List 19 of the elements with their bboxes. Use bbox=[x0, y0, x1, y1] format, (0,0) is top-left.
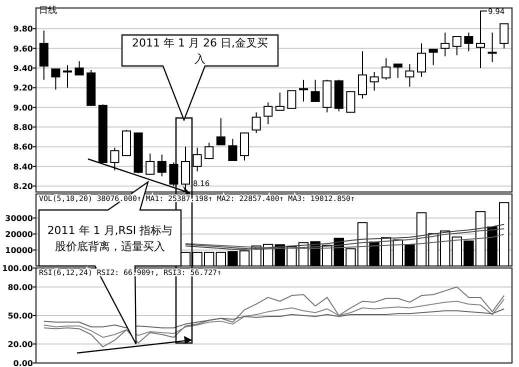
y-tick-label: 9.00 bbox=[13, 103, 34, 112]
y-tick-label: 30000 bbox=[5, 214, 34, 223]
y-tick-label: 20000 bbox=[5, 230, 34, 239]
annotation: 2011 年 1 月 26 日,金叉买入 bbox=[132, 36, 268, 66]
y-tick-label: 0.00 bbox=[13, 359, 34, 367]
y-tick-label: 20.00 bbox=[8, 340, 34, 349]
y-tick-label: 100.00 bbox=[2, 264, 34, 273]
y-tick-label: 50.00 bbox=[8, 312, 34, 320]
y-tick-label: 9.20 bbox=[13, 84, 34, 93]
y-tick-label: 8.20 bbox=[13, 182, 34, 192]
y-tick-label: 9.40 bbox=[13, 64, 34, 74]
y-tick-label: 80.00 bbox=[8, 283, 34, 292]
y-tick-label: 10000 bbox=[5, 246, 34, 255]
y-tick-label: 8.80 bbox=[13, 123, 34, 132]
y-tick-label: 8.60 bbox=[13, 142, 34, 152]
y-tick-label: 9.60 bbox=[13, 44, 34, 54]
annotation: 2011 年 1 月,RSI 指标与股价底背离，适量买入 bbox=[47, 224, 173, 253]
y-tick-label: 9.80 bbox=[13, 24, 34, 34]
y-tick-label: 8.40 bbox=[13, 162, 34, 172]
